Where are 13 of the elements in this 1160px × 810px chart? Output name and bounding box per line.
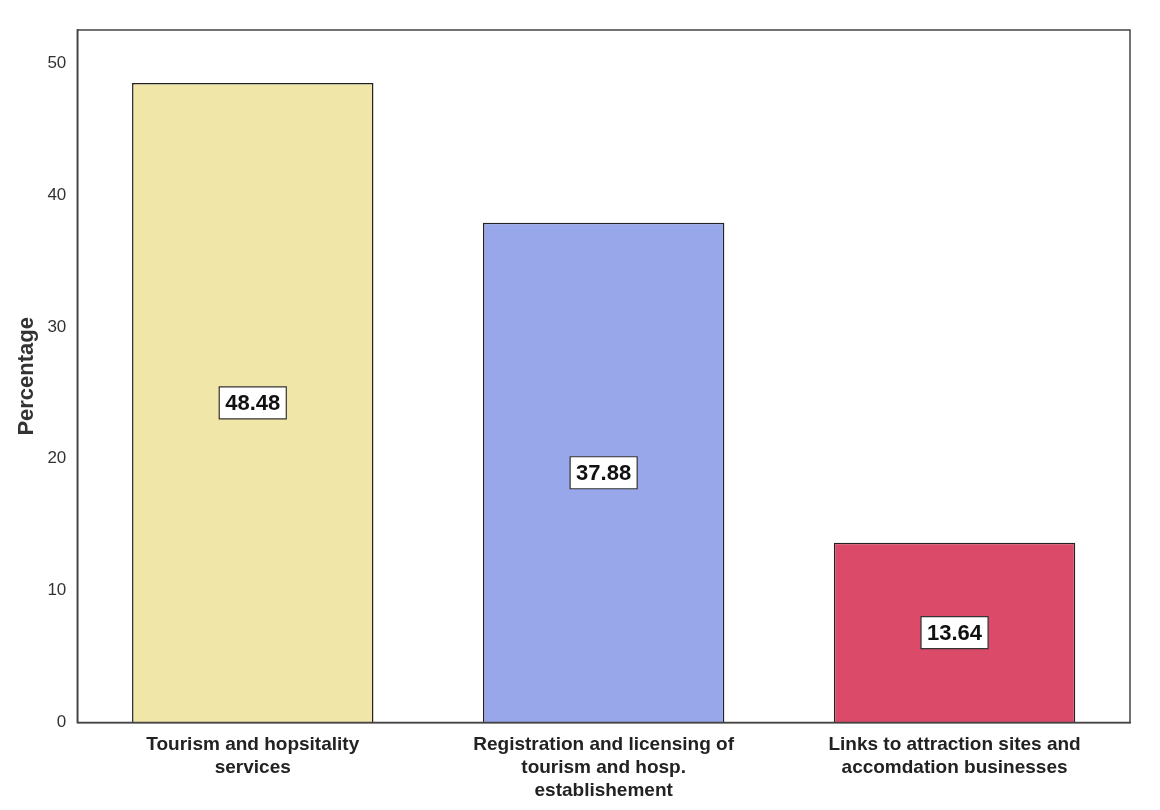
x-tick-label: Registration and licensing of tourism and hosp. establishement: [473, 733, 735, 800]
y-tick-label: 30: [47, 316, 67, 336]
x-tick-label: Tourism and hopsitality services: [146, 733, 360, 778]
x-tick-label: Links to attraction sites and accomdation businesses: [828, 733, 1081, 778]
data-label: 13.64: [927, 619, 983, 645]
y-tick-label: 40: [47, 184, 67, 204]
data-label: 37.88: [576, 459, 632, 485]
y-tick-label: 0: [56, 712, 67, 732]
y-axis-title: Percentage: [13, 316, 39, 436]
data-label: 48.48: [225, 389, 281, 415]
y-tick-label: 20: [47, 448, 67, 468]
y-tick-label: 50: [47, 52, 67, 72]
y-tick-label: 10: [47, 580, 67, 600]
